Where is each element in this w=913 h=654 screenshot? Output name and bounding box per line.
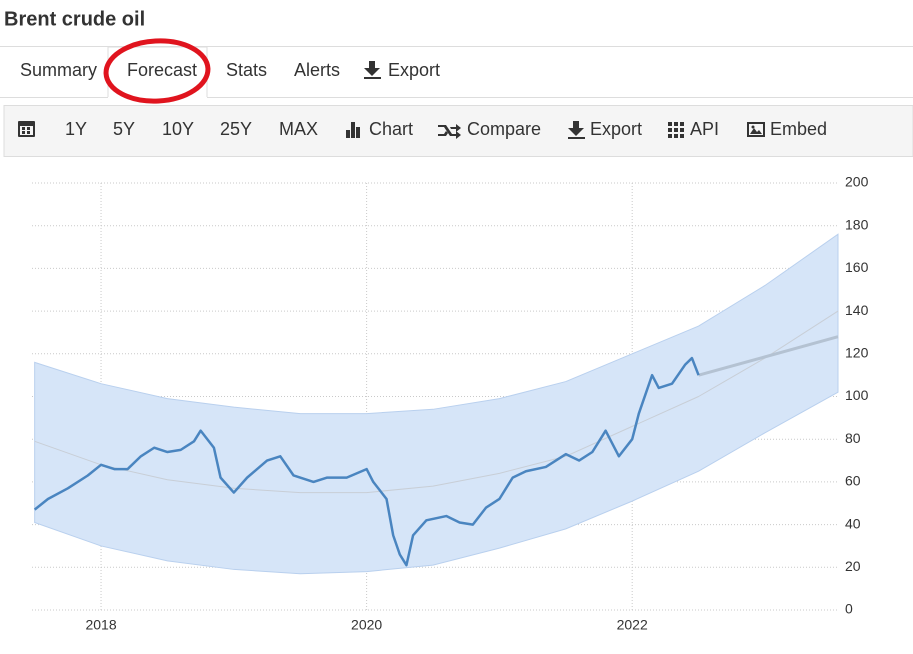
toolbar-button[interactable]: API — [690, 119, 719, 139]
y-tick-label: 0 — [845, 601, 853, 617]
toolbar-button[interactable]: 1Y — [65, 119, 87, 139]
chart: 0 20 40 60 80 100 120 140 160 180 200 2018 2020 2022 — [32, 174, 869, 633]
tab[interactable]: Summary — [20, 60, 97, 80]
toolbar-button[interactable]: Chart — [369, 119, 413, 139]
tab[interactable]: Stats — [226, 60, 267, 80]
toolbar-button[interactable]: 25Y — [220, 119, 252, 139]
y-tick-label: 60 — [845, 473, 861, 489]
x-tick-label: 2020 — [351, 617, 382, 633]
export-icon — [364, 61, 381, 79]
price-line — [33, 356, 700, 567]
x-tick-label: 2018 — [85, 617, 116, 633]
price-line — [698, 335, 839, 377]
y-tick-label: 180 — [845, 216, 869, 232]
toolbar-button[interactable]: 10Y — [162, 119, 194, 139]
toolbar-button[interactable]: Compare — [467, 119, 541, 139]
toolbar-button[interactable]: Export — [590, 119, 642, 139]
toolbar-button[interactable]: MAX — [279, 119, 318, 139]
tab[interactable]: Forecast — [127, 60, 197, 80]
page-title: Brent crude oil — [4, 8, 145, 30]
toolbar-icons — [18, 121, 765, 139]
tab[interactable]: Alerts — [294, 60, 340, 80]
annotation-circle — [103, 38, 211, 104]
y-tick-label: 160 — [845, 259, 869, 275]
y-tick-label: 200 — [845, 174, 869, 190]
y-tick-label: 100 — [845, 387, 869, 403]
y-tick-label: 140 — [845, 302, 869, 318]
x-tick-label: 2022 — [617, 617, 648, 633]
y-tick-label: 40 — [845, 515, 861, 531]
toolbar-button[interactable]: Embed — [770, 119, 827, 139]
tab[interactable]: Export — [388, 60, 440, 80]
y-tick-label: 120 — [845, 345, 869, 361]
toolbar-button[interactable]: 5Y — [113, 119, 135, 139]
y-tick-label: 20 — [845, 558, 861, 574]
y-tick-label: 80 — [845, 430, 861, 446]
price-line — [34, 310, 839, 494]
